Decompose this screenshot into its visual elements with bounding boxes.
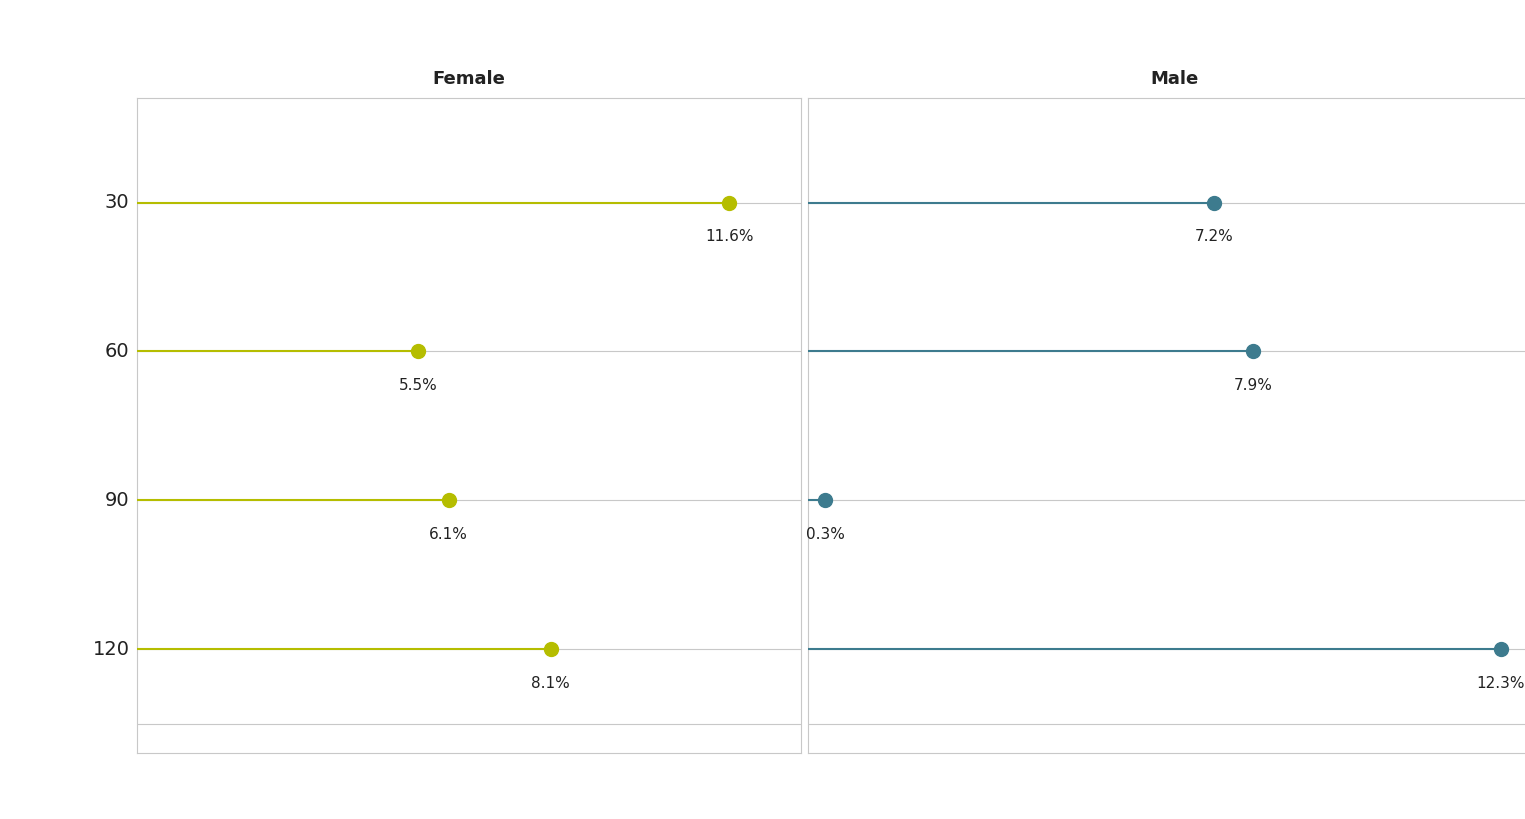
Point [717,196,741,209]
Text: 5.5%: 5.5% [398,378,438,393]
Text: 30: 30 [105,193,130,212]
Title: Female: Female [433,70,505,88]
Text: 60: 60 [105,342,130,361]
Text: 0.3%: 0.3% [805,527,845,542]
Point [436,494,461,507]
Text: 6.1%: 6.1% [429,527,468,542]
Text: 120: 120 [93,640,130,658]
Point [1202,196,1226,209]
Text: 12.3%: 12.3% [1476,676,1525,691]
Text: 90: 90 [105,491,130,510]
Point [813,494,837,507]
Title: Male: Male [1150,70,1199,88]
Point [538,643,563,656]
Point [1241,345,1266,358]
Text: 8.1%: 8.1% [531,676,570,691]
Text: 11.6%: 11.6% [705,229,753,244]
Point [1488,643,1513,656]
Text: 7.9%: 7.9% [1234,378,1272,393]
Point [406,345,430,358]
Text: 7.2%: 7.2% [1194,229,1234,244]
